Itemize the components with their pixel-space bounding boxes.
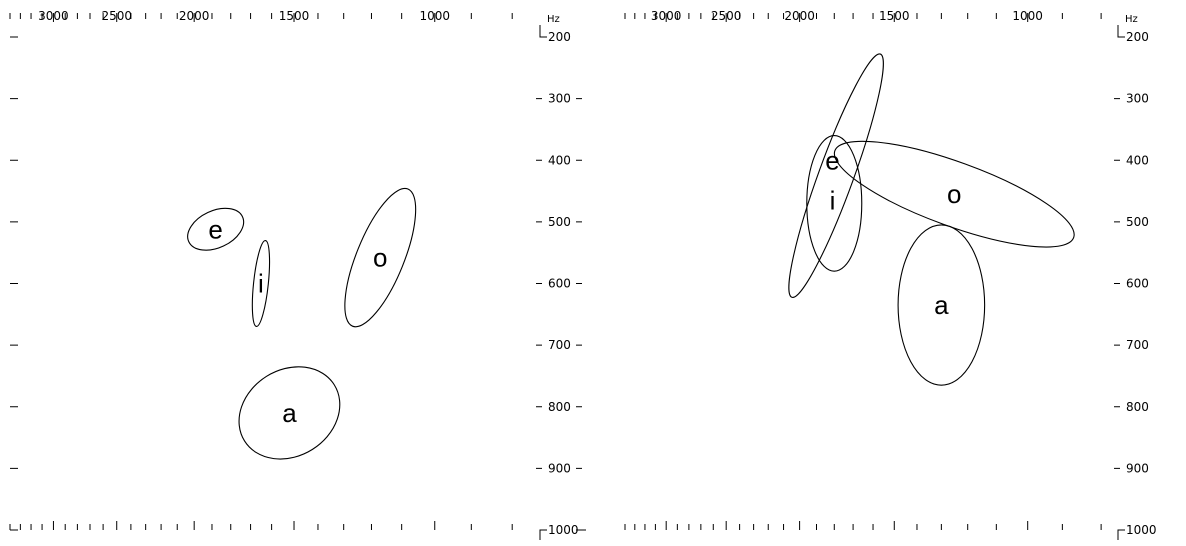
y-tick-label: 1000 bbox=[548, 523, 579, 537]
y-axis-bracket-bottom bbox=[539, 529, 547, 540]
vowel-a: a bbox=[897, 224, 986, 386]
x-tick-label: 1000 bbox=[419, 9, 450, 23]
x-tick-label: 2000 bbox=[784, 9, 815, 23]
y-axis-bracket-bottom bbox=[1117, 529, 1125, 540]
chart-panel-right: 3000 2500 2000 1500 1000 200 300 400 500 600 700 80… bbox=[624, 9, 1157, 540]
y-tick-label: 400 bbox=[1126, 153, 1149, 167]
vowel-ellipse bbox=[344, 187, 417, 328]
y-axis-bracket-top bbox=[539, 25, 547, 38]
vowel-e: e bbox=[187, 207, 245, 251]
vowel-ellipse bbox=[897, 224, 986, 386]
x-tick-label: 2500 bbox=[711, 9, 742, 23]
vowel-ellipse bbox=[788, 53, 884, 298]
vowel-ellipse bbox=[833, 140, 1075, 248]
vowel-label: i bbox=[830, 185, 836, 215]
y-axis: 200 300 400 500 600 700 800 900 1000 Hz bbox=[1114, 14, 1157, 540]
y-tick-label: 300 bbox=[548, 92, 571, 106]
x-tick-label: 1000 bbox=[1012, 9, 1043, 23]
y-tick-label: 900 bbox=[1126, 461, 1149, 475]
y-tick-label: 200 bbox=[548, 30, 571, 44]
x-tick-label: 2000 bbox=[179, 9, 210, 23]
x-tick-label: 1500 bbox=[879, 9, 910, 23]
chart-panel-left: 3000 2500 2000 1500 1000 200 300 400 500 600 700 80… bbox=[9, 9, 586, 540]
y-tick-label: 700 bbox=[548, 338, 571, 352]
y-axis: 200 300 400 500 600 700 800 900 1000 Hz bbox=[536, 14, 586, 540]
vowel-label: a bbox=[282, 398, 297, 428]
y-tick-label: 600 bbox=[548, 277, 571, 291]
y-tick-label: 800 bbox=[1126, 400, 1149, 414]
y-tick-label: 300 bbox=[1126, 92, 1149, 106]
y-tick-label: 700 bbox=[1126, 338, 1149, 352]
y-tick-label: 800 bbox=[548, 400, 571, 414]
top-frequency-ruler bbox=[9, 13, 513, 22]
x-tick-label: 3000 bbox=[38, 9, 69, 23]
y-tick-label: 200 bbox=[1126, 30, 1149, 44]
vowel-o: o bbox=[344, 187, 417, 328]
y-unit-label: Hz bbox=[547, 14, 560, 25]
y-tick-label: 400 bbox=[548, 153, 571, 167]
y-tick-label: 1000 bbox=[1126, 523, 1157, 537]
vowel-label: o bbox=[947, 179, 961, 209]
left-axis-marks bbox=[10, 36, 18, 531]
x-tick-label: 1500 bbox=[279, 9, 310, 23]
vowel-ellipse bbox=[187, 207, 245, 251]
y-axis-bracket-top bbox=[1117, 25, 1125, 38]
vowel-label: e bbox=[208, 214, 222, 244]
vowel-e: e bbox=[788, 53, 884, 298]
vowel-label: a bbox=[934, 290, 949, 320]
y-tick-label: 500 bbox=[548, 215, 571, 229]
vowel-label: o bbox=[373, 243, 387, 273]
bottom-frequency-ruler bbox=[624, 521, 1102, 530]
bottom-frequency-ruler bbox=[9, 521, 513, 530]
y-tick-label: 500 bbox=[1126, 215, 1149, 229]
y-tick-label: 900 bbox=[548, 461, 571, 475]
y-tick-label: 600 bbox=[1126, 277, 1149, 291]
vowel-ellipse bbox=[806, 135, 863, 272]
vowel-ellipse bbox=[251, 240, 271, 327]
x-tick-label: 3000 bbox=[651, 9, 682, 23]
vowel-i: i bbox=[251, 240, 271, 327]
y-unit-label: Hz bbox=[1125, 14, 1138, 25]
top-frequency-ruler bbox=[624, 13, 1102, 22]
vowel-label: e bbox=[825, 145, 839, 175]
vowel-o: o bbox=[833, 140, 1075, 248]
vowel-ellipse bbox=[238, 366, 341, 460]
vowel-label: i bbox=[258, 269, 264, 299]
vowel-i: i bbox=[806, 135, 863, 272]
x-tick-label: 2500 bbox=[101, 9, 132, 23]
vowel-a: a bbox=[238, 366, 341, 460]
